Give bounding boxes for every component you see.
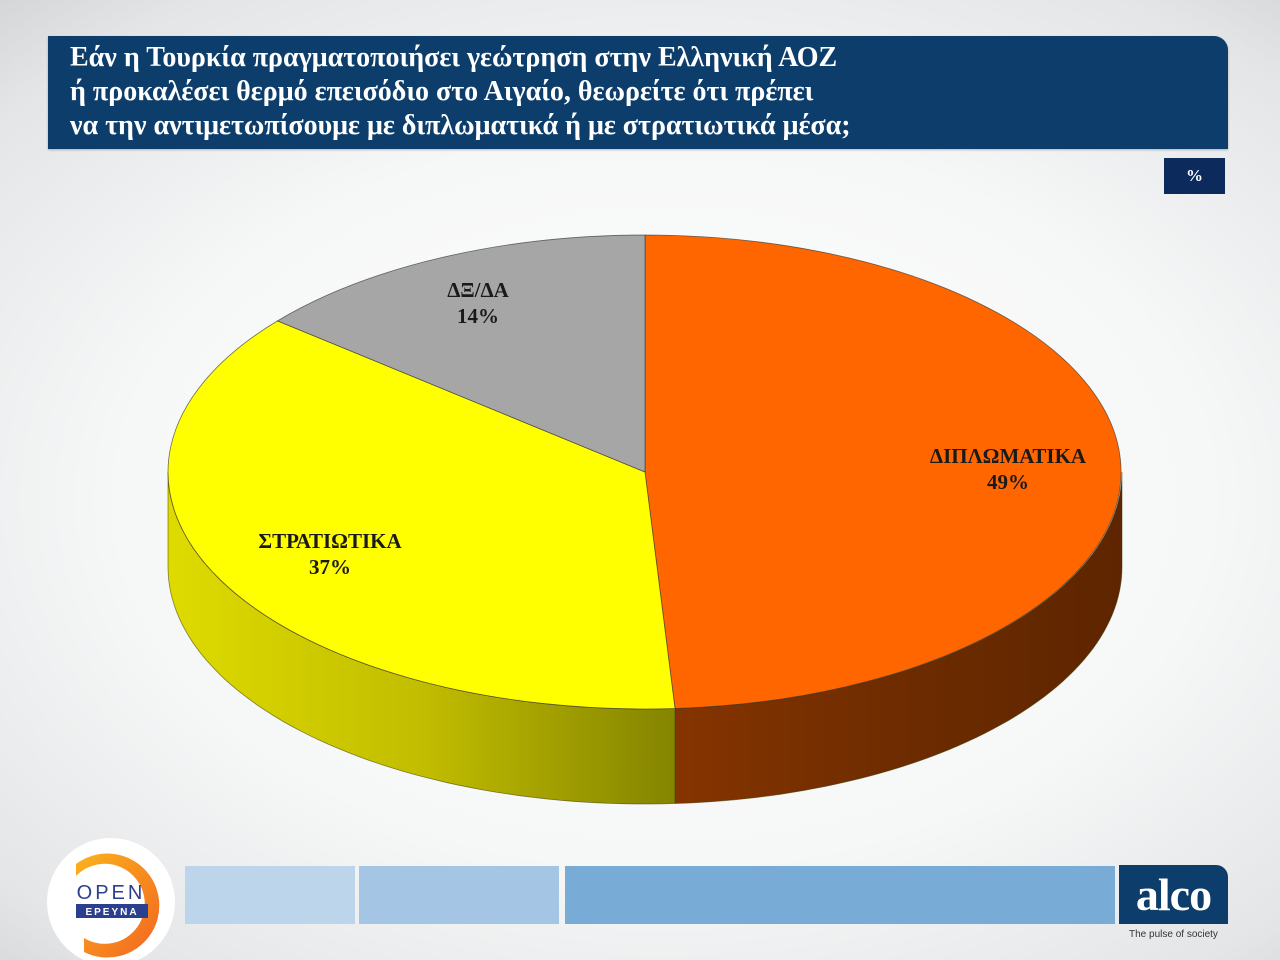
pie-slice-1 xyxy=(167,320,676,710)
ereyna-text: ΕΡΕΥΝΑ xyxy=(85,907,138,918)
unit-badge: % xyxy=(1164,158,1225,194)
title-line-2: ή προκαλέσει θερμό επεισόδιο στο Αιγαίο,… xyxy=(70,76,814,107)
alco-tagline: The pulse of society xyxy=(1129,929,1218,940)
slice-value: 14% xyxy=(457,304,499,328)
slice-category: ΔΙΠΛΩΜΑΤΙΚΑ xyxy=(929,444,1087,468)
pie-slice-2 xyxy=(276,234,646,473)
footer-bar-1 xyxy=(185,866,355,924)
open-ereyna-logo: OPEN ΕΡΕΥΝΑ xyxy=(47,838,175,960)
slice-label-stratiotika: ΣΤΡΑΤΙΩΤΙΚΑ 37% xyxy=(258,528,401,580)
slice-category: ΣΤΡΑΤΙΩΤΙΚΑ xyxy=(258,529,402,553)
alco-logo: alco xyxy=(1119,865,1228,924)
title-banner: Εάν η Τουρκία πραγματοποιήσει γεώτρηση σ… xyxy=(48,36,1228,149)
slice-label-dxda: ΔΞ/ΔΑ 14% xyxy=(447,277,509,329)
slice-category: ΔΞ/ΔΑ xyxy=(447,278,509,302)
pie-slice-0 xyxy=(644,234,1122,709)
pie-tops xyxy=(167,234,1122,710)
open-text: OPEN xyxy=(77,882,146,904)
slice-label-diplomatika: ΔΙΠΛΩΜΑΤΙΚΑ 49% xyxy=(930,443,1086,495)
footer-bar-3 xyxy=(565,866,1115,924)
footer-bar-2 xyxy=(359,866,559,924)
title-line-1: Εάν η Τουρκία πραγματοποιήσει γεώτρηση σ… xyxy=(70,42,838,73)
title-line-3: να την αντιμετωπίσουμε με διπλωματικά ή … xyxy=(70,110,851,141)
slice-value: 49% xyxy=(986,470,1029,494)
slice-value: 37% xyxy=(309,555,351,579)
